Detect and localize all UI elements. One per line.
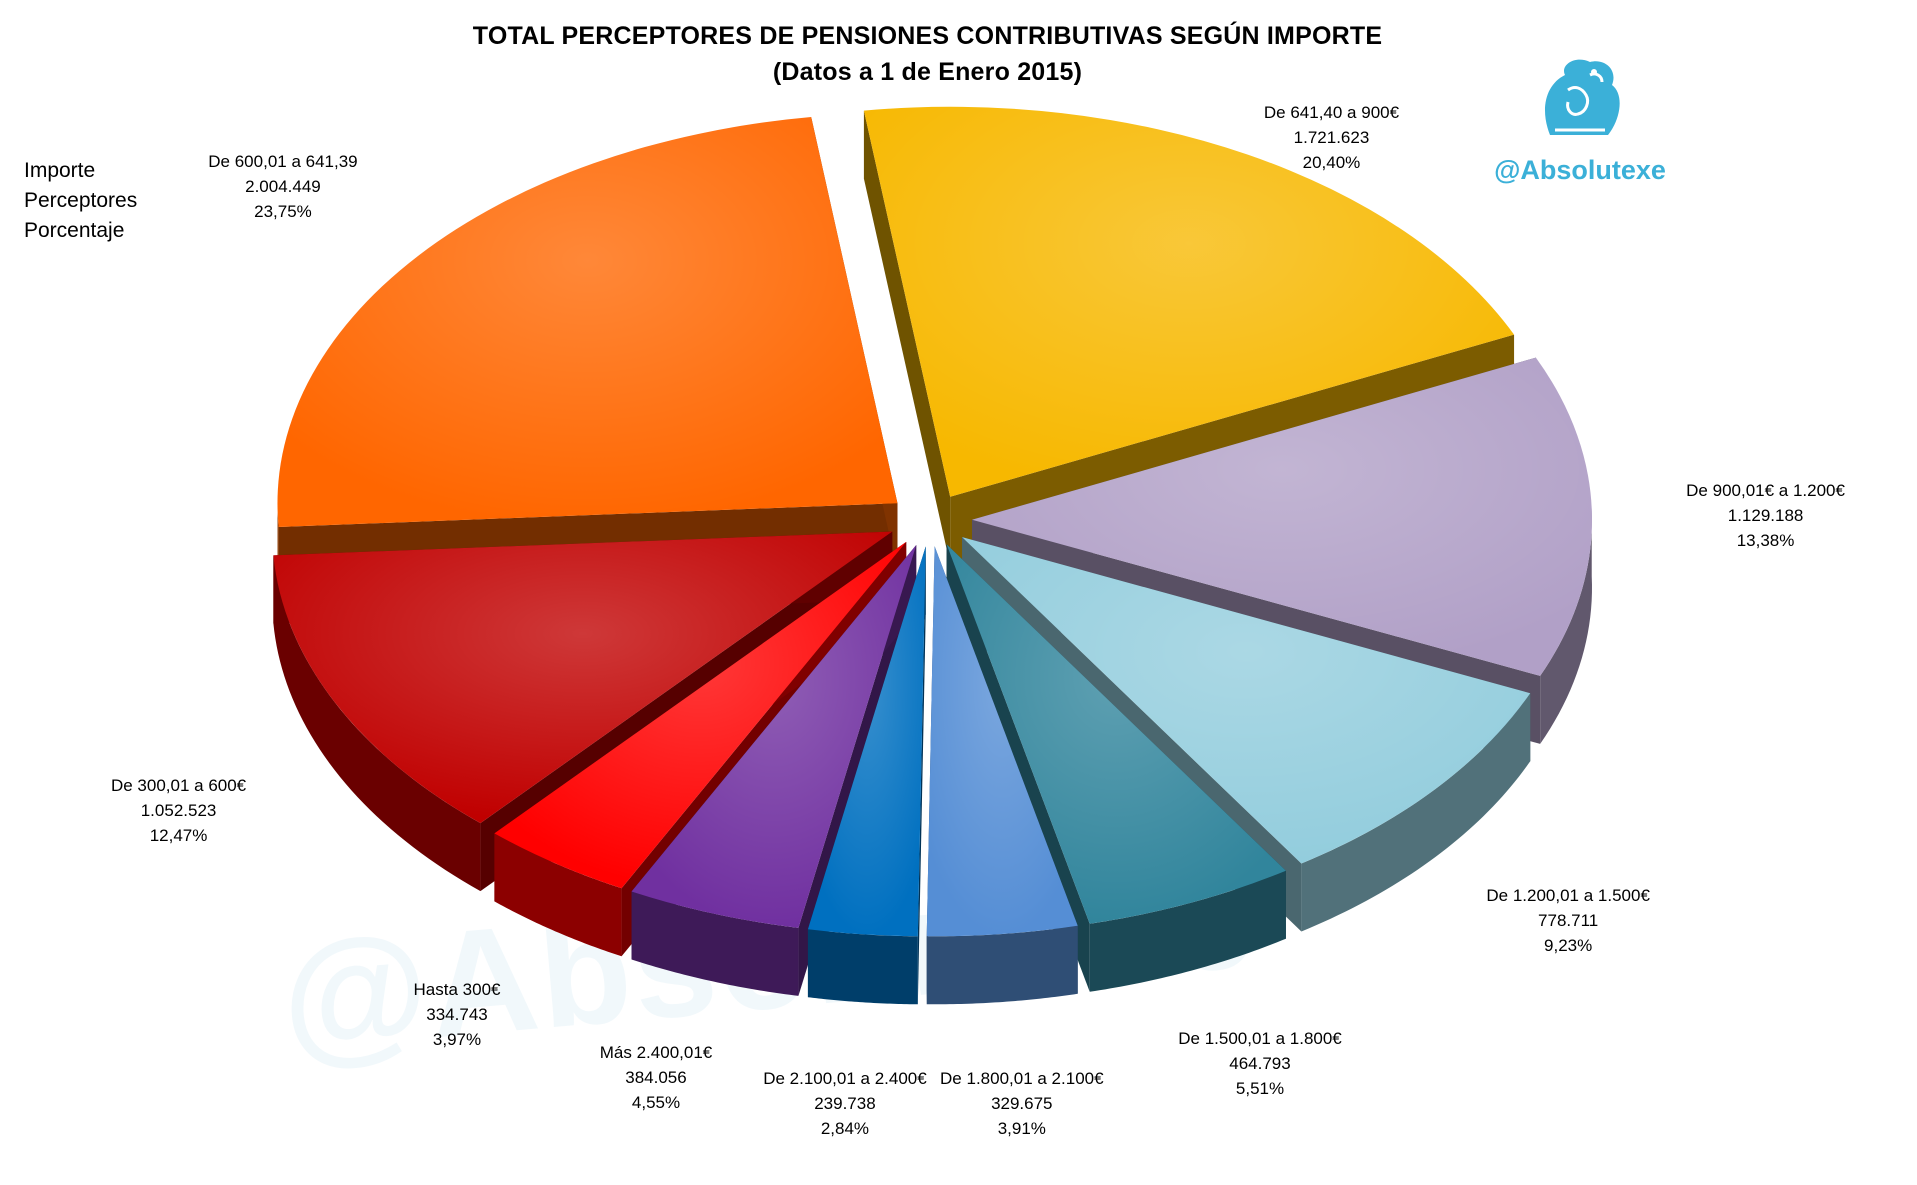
slice-label-perceptores: 1.052.523: [140, 801, 217, 821]
pie-slice-outer-wall: [1540, 508, 1592, 744]
slice-label-perceptores: 384.056: [625, 1067, 687, 1087]
slice-label-importe: De 600,01 a 641,39: [208, 152, 358, 172]
pie-slice-outer-wall: [494, 833, 622, 957]
pie-slice-outer-wall: [926, 925, 1078, 1005]
slice-label-0: De 641,40 a 900€ 1.721.623 20,40%: [1264, 100, 1399, 175]
pie-slice-wall: [917, 546, 926, 1005]
pie-slice-5: [807, 546, 926, 1005]
pie-slice-wall: [863, 110, 951, 565]
chart-subtitle: (Datos a 1 de Enero 2015): [772, 58, 1083, 86]
slice-label-porcentaje: 20,40%: [1302, 153, 1361, 172]
slice-label-porcentaje: 9,23%: [1544, 935, 1593, 955]
brand-handle: @Absolutexe: [1494, 155, 1666, 185]
pie-slice-outer-wall: [273, 555, 481, 892]
pie-slice-gloss: [631, 544, 917, 928]
slice-label-porcentaje: 23,75%: [254, 202, 312, 222]
pie-slice-gloss: [807, 546, 926, 937]
griffin-logo-icon: [1545, 59, 1620, 135]
slice-label-perceptores: 778.711: [1538, 910, 1599, 930]
pie-slice-9: [277, 117, 898, 596]
slice-label-porcentaje: 5,51%: [1235, 1079, 1285, 1099]
pie-slice-outer-wall: [1301, 693, 1531, 932]
pie-slice-gloss: [962, 537, 1531, 864]
slice-label-importe: De 300,01 a 600€: [110, 776, 247, 796]
pie-slice-gloss: [863, 106, 1515, 497]
pie-slice-outer-wall: [807, 929, 918, 1005]
slice-label-9: De 600,01 a 641,39 2.004.449 23,75%: [208, 149, 357, 224]
slice-label-importe: De 1.800,01 a 2.100€: [940, 1068, 1104, 1088]
slice-label-porcentaje: 12,47%: [149, 826, 208, 846]
pie-slice-gloss: [971, 357, 1592, 676]
slice-label-porcentaje: 4,55%: [631, 1092, 681, 1112]
slice-label-importe: Más 2.400,01€: [599, 1042, 713, 1062]
slice-label-7: Hasta 300€ 334.743 3,97%: [414, 977, 501, 1052]
chart-title: TOTAL PERCEPTORES DE PENSIONES CONTRIBUT…: [472, 22, 1383, 50]
pie-slice-gloss: [277, 117, 898, 528]
slice-label-4: De 1.800,01 a 2.100€ 329.675 3,91%: [940, 1066, 1104, 1141]
brand-logo: @Absolutexe: [1480, 50, 1680, 186]
slice-label-porcentaje: 2,84%: [820, 1119, 870, 1139]
slice-label-porcentaje: 3,91%: [997, 1118, 1046, 1138]
slice-label-importe: De 641,40 a 900€: [1263, 103, 1400, 122]
pie-slice-6: [631, 544, 917, 996]
slice-label-1: De 900,01€ a 1.200€ 1.129.188 13,38%: [1686, 478, 1845, 553]
slice-label-importe: De 1.500,01 a 1.800€: [1178, 1029, 1342, 1049]
slice-label-importe: De 900,01€ a 1.200€: [1686, 480, 1845, 500]
pie-slice-4: [926, 546, 1078, 1005]
legend-line-porcentaje: Porcentaje: [24, 219, 125, 242]
slice-label-importe: De 1.200,01 a 1.500€: [1486, 885, 1650, 905]
slice-label-porcentaje: 3,97%: [432, 1029, 482, 1049]
legend-line-perceptores: Perceptores: [24, 189, 138, 212]
pie-slice-gloss: [273, 531, 893, 824]
slice-label-perceptores: 2.004.449: [245, 177, 321, 197]
pie-slice-gloss: [926, 546, 1078, 937]
slice-label-6: Más 2.400,01€ 384.056 4,55%: [600, 1040, 712, 1115]
slice-label-8: De 300,01 a 600€ 1.052.523 12,47%: [111, 773, 246, 848]
slice-label-porcentaje: 13,38%: [1736, 530, 1795, 550]
slice-label-perceptores: 334.743: [426, 1004, 488, 1024]
slice-label-perceptores: 464.793: [1229, 1054, 1291, 1074]
label-legend: Importe Perceptores Porcentaje: [24, 156, 137, 246]
pie-slice-gloss: [946, 544, 1286, 924]
pie-slice-outer-wall: [631, 891, 799, 996]
slice-label-perceptores: 1.721.623: [1293, 128, 1370, 147]
slice-label-perceptores: 1.129.188: [1727, 505, 1804, 525]
slice-label-importe: Hasta 300€: [413, 979, 501, 999]
pie-slice-outer-wall: [1089, 870, 1286, 992]
legend-line-importe: Importe: [24, 159, 96, 182]
pie-slice-gloss: [494, 541, 907, 889]
slice-label-3: De 1.500,01 a 1.800€ 464.793 5,51%: [1178, 1026, 1342, 1101]
slice-label-perceptores: 239.738: [814, 1094, 876, 1114]
slice-label-5: De 2.100,01 a 2.400€ 239.738 2,84%: [763, 1066, 927, 1141]
slice-label-2: De 1.200,01 a 1.500€ 778.711 9,23%: [1486, 883, 1650, 958]
slice-label-importe: De 2.100,01 a 2.400€: [763, 1069, 927, 1089]
slice-label-perceptores: 329.675: [991, 1093, 1053, 1113]
